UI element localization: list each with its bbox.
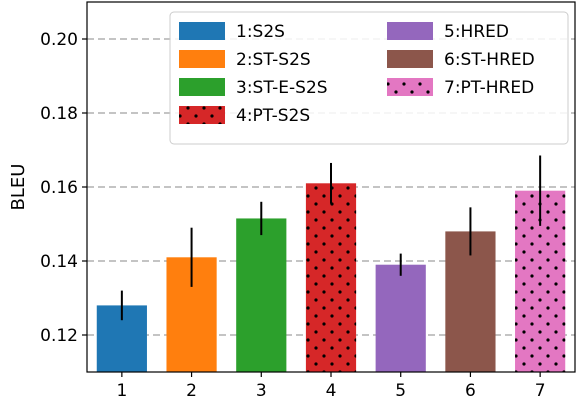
x-tick-label-4: 4 <box>326 381 337 400</box>
legend-label-4: 4:PT-S2S <box>236 106 310 126</box>
legend-label-5: 5:HRED <box>444 22 509 42</box>
x-tick-label-6: 6 <box>465 381 476 400</box>
y-tick-label-2: 0.16 <box>40 178 78 198</box>
y-tick-label-0: 0.12 <box>40 326 78 346</box>
legend-label-3: 3:ST-E-S2S <box>236 78 328 98</box>
legend-label-6: 6:ST-HRED <box>444 50 535 70</box>
y-axis-ticks: 0.12 0.14 0.16 0.18 0.20 <box>40 30 87 346</box>
legend-swatch-hatch-4 <box>179 106 225 124</box>
legend-swatch-3 <box>179 78 225 96</box>
y-axis-label: BLEU <box>8 164 29 211</box>
bars <box>96 183 566 372</box>
x-tick-label-3: 3 <box>256 381 267 400</box>
x-tick-label-7: 7 <box>535 381 546 400</box>
y-tick-label-4: 0.20 <box>40 30 78 50</box>
x-tick-label-5: 5 <box>395 381 406 400</box>
legend-swatch-6 <box>387 50 433 68</box>
error-bars <box>120 155 542 321</box>
bar-5 <box>375 264 426 372</box>
bar-3 <box>236 218 287 372</box>
legend-label-7: 7:PT-HRED <box>444 78 534 98</box>
legend-swatch-hatch-7 <box>387 78 433 96</box>
y-tick-label-1: 0.14 <box>40 252 78 272</box>
legend-swatch-1 <box>179 22 225 40</box>
legend-swatch-5 <box>387 22 433 40</box>
legend-label-2: 2:ST-S2S <box>236 50 311 70</box>
legend-box <box>169 11 569 145</box>
legend-label-1: 1:S2S <box>236 22 285 42</box>
x-tick-label-2: 2 <box>186 381 197 400</box>
legend-swatch-2 <box>179 50 225 68</box>
y-tick-label-3: 0.18 <box>40 104 78 124</box>
x-axis-ticks: 1 2 3 4 5 6 7 <box>116 372 546 400</box>
bar-hatch-4 <box>305 183 357 372</box>
x-tick-label-1: 1 <box>116 381 127 400</box>
legend: 1:S2S 2:ST-S2S 3:ST-E-S2S 4:PT-S2S 5:HRED 6:S… <box>169 11 569 145</box>
